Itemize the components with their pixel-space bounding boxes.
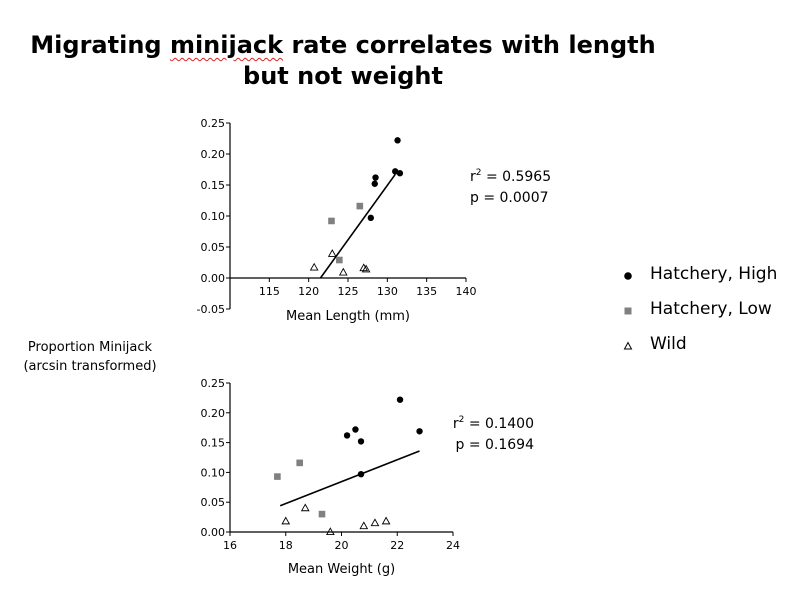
- title-pre: Migrating: [30, 31, 170, 59]
- chart-1: -0.05 0.00 0.05 0.10 0.15 0.20 0.25 115 120 125 13…: [197, 117, 552, 324]
- data-point-triangle: [370, 518, 380, 527]
- legend-item-wild: Wild: [620, 332, 800, 367]
- y-tick-label: -0.05: [197, 303, 225, 316]
- data-point-triangle: [309, 262, 319, 271]
- x-axis-label: Mean Length (mm): [286, 309, 410, 324]
- shared-y-axis-label: Proportion Minijack (arcsin transformed): [10, 338, 170, 376]
- y-tick-label: 0.00: [201, 272, 226, 285]
- r-squared-annotation: r2 = 0.1400: [453, 415, 534, 432]
- regression-line: [279, 450, 420, 507]
- p-value-annotation: p = 0.0007: [470, 190, 549, 206]
- x-tick-label: 125: [338, 285, 359, 298]
- data-point-triangle: [361, 264, 371, 273]
- title-line-2: but not weight: [243, 62, 443, 90]
- data-point-square: [356, 202, 364, 210]
- data-point-circle: [396, 396, 404, 403]
- legend-marker-square-icon: [624, 307, 632, 315]
- data-point-square: [274, 473, 281, 480]
- data-point-circle: [416, 428, 423, 435]
- data-point-circle: [367, 214, 375, 222]
- p-value-annotation: p = 0.1694: [455, 437, 534, 453]
- title-line-1: Migrating minijack rate correlates with …: [0, 30, 686, 61]
- chart-2: 0.00 0.05 0.10 0.15 0.20 0.25 16 18 20 22 24 Mean W…: [201, 377, 535, 577]
- y-tick-label: 0.10: [201, 210, 226, 223]
- x-tick-label: 135: [416, 285, 437, 298]
- x-tick-label: 16: [223, 539, 237, 552]
- x-tick-label: 20: [335, 539, 349, 552]
- data-point-triangle: [327, 249, 337, 257]
- legend-marker-circle-icon: [624, 272, 632, 280]
- data-point-triangle: [359, 521, 369, 530]
- x-tick-label: 18: [279, 539, 293, 552]
- y-tick-label: 0.15: [201, 179, 226, 192]
- data-point-circle: [357, 470, 365, 478]
- y-tick-label: 0.05: [201, 496, 226, 509]
- regression-line: [319, 173, 396, 279]
- data-point-triangle: [300, 503, 310, 512]
- data-point-triangle: [325, 527, 335, 536]
- legend-item-hatchery-low: Hatchery, Low: [620, 297, 800, 332]
- data-point-square: [336, 256, 343, 264]
- data-point-triangle: [381, 516, 391, 525]
- data-point-circle: [357, 438, 365, 445]
- x-tick-label: 130: [377, 285, 398, 298]
- y-tick-label: 0.25: [201, 377, 226, 390]
- title-wavy-word: minijack: [169, 31, 284, 59]
- data-point-circle: [371, 180, 378, 187]
- x-tick-label: 22: [390, 539, 404, 552]
- r-squared-annotation: r2 = 0.5965: [470, 168, 551, 185]
- x-axis-label: Mean Weight (g): [288, 562, 395, 577]
- legend: Hatchery, High Hatchery, Low Wild: [620, 262, 800, 367]
- data-point-square: [318, 510, 326, 518]
- title-post: rate correlates with length: [283, 31, 656, 59]
- data-point-triangle: [359, 263, 369, 272]
- legend-label: Hatchery, Low: [650, 299, 772, 319]
- y-tick-label: 0.00: [201, 526, 226, 539]
- legend-marker-triangle-icon: [623, 341, 633, 350]
- y-axis-label-line-1: Proportion Minijack: [27, 340, 153, 355]
- x-tick-label: 24: [446, 539, 460, 552]
- y-tick-label: 0.25: [201, 117, 226, 130]
- data-point-circle: [396, 170, 404, 177]
- data-point-triangle: [281, 516, 291, 525]
- legend-label: Hatchery, High: [650, 264, 778, 284]
- x-tick-label: 115: [259, 285, 280, 298]
- legend-label: Wild: [650, 334, 687, 354]
- data-point-circle: [352, 426, 359, 433]
- y-tick-label: 0.20: [201, 407, 226, 420]
- y-tick-label: 0.15: [201, 437, 226, 450]
- x-tick-label: 120: [298, 285, 319, 298]
- data-point-square: [328, 217, 335, 225]
- y-tick-label: 0.10: [201, 466, 226, 479]
- legend-item-hatchery-high: Hatchery, High: [620, 262, 800, 297]
- data-point-circle: [372, 174, 379, 181]
- data-point-triangle: [338, 267, 348, 276]
- x-tick-label: 140: [456, 285, 477, 298]
- y-axis-label-line-2: (arcsin transformed): [23, 359, 157, 374]
- y-tick-label: 0.05: [201, 241, 226, 254]
- data-point-circle: [394, 137, 401, 144]
- data-point-circle: [343, 432, 351, 439]
- y-tick-label: 0.20: [201, 148, 226, 161]
- slide-title: Migrating minijack rate correlates with …: [0, 30, 686, 92]
- data-point-square: [296, 459, 303, 467]
